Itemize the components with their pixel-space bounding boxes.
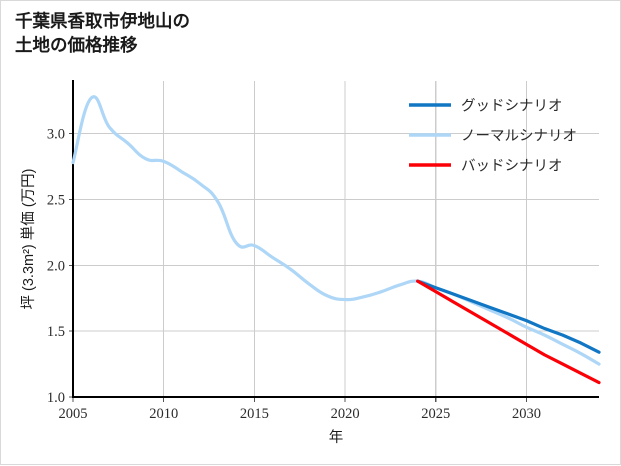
- gridlines-group: [73, 81, 599, 397]
- x-tick-label: 2005: [59, 406, 88, 422]
- series-line-bad: [416, 279, 601, 385]
- y-tick-label: 1.0: [47, 390, 65, 406]
- x-tick-label: 2020: [331, 406, 360, 422]
- y-tick-label: 3.0: [47, 127, 65, 143]
- page-title: 千葉県香取市伊地山の 土地の価格推移: [15, 11, 190, 56]
- x-tick-label: 2015: [240, 406, 269, 422]
- y-tick-label: 2.5: [47, 193, 65, 209]
- x-tick-label: 2010: [149, 406, 178, 422]
- legend-label-1: ノーマルシナリオ: [461, 129, 577, 145]
- y-tick-label: 1.5: [47, 324, 65, 340]
- legend-label-2: バッドシナリオ: [461, 159, 563, 175]
- series-line-good: [416, 279, 601, 354]
- axis-titles-group: 年 坪 (3.3m²) 単価 (万円): [20, 169, 343, 446]
- x-tick-label: 2030: [512, 406, 541, 422]
- series-group: [71, 95, 601, 385]
- legend-label-0: グッドシナリオ: [461, 98, 563, 115]
- tickmarks-group: [69, 133, 527, 402]
- x-tick-label: 2025: [421, 406, 450, 422]
- x-axis-title: 年: [329, 429, 344, 446]
- y-axis-title: 坪 (3.3m²) 単価 (万円): [20, 169, 37, 310]
- y-tick-labels-group: 1.0 1.5 2.0 2.5 3.0: [47, 127, 65, 406]
- axis-spines-group: [71, 80, 599, 399]
- series-line-normal: [71, 95, 601, 366]
- x-tick-labels-group: 2005 2010 2015 2020 2025 2030: [59, 406, 541, 422]
- y-tick-label: 2.0: [47, 258, 65, 274]
